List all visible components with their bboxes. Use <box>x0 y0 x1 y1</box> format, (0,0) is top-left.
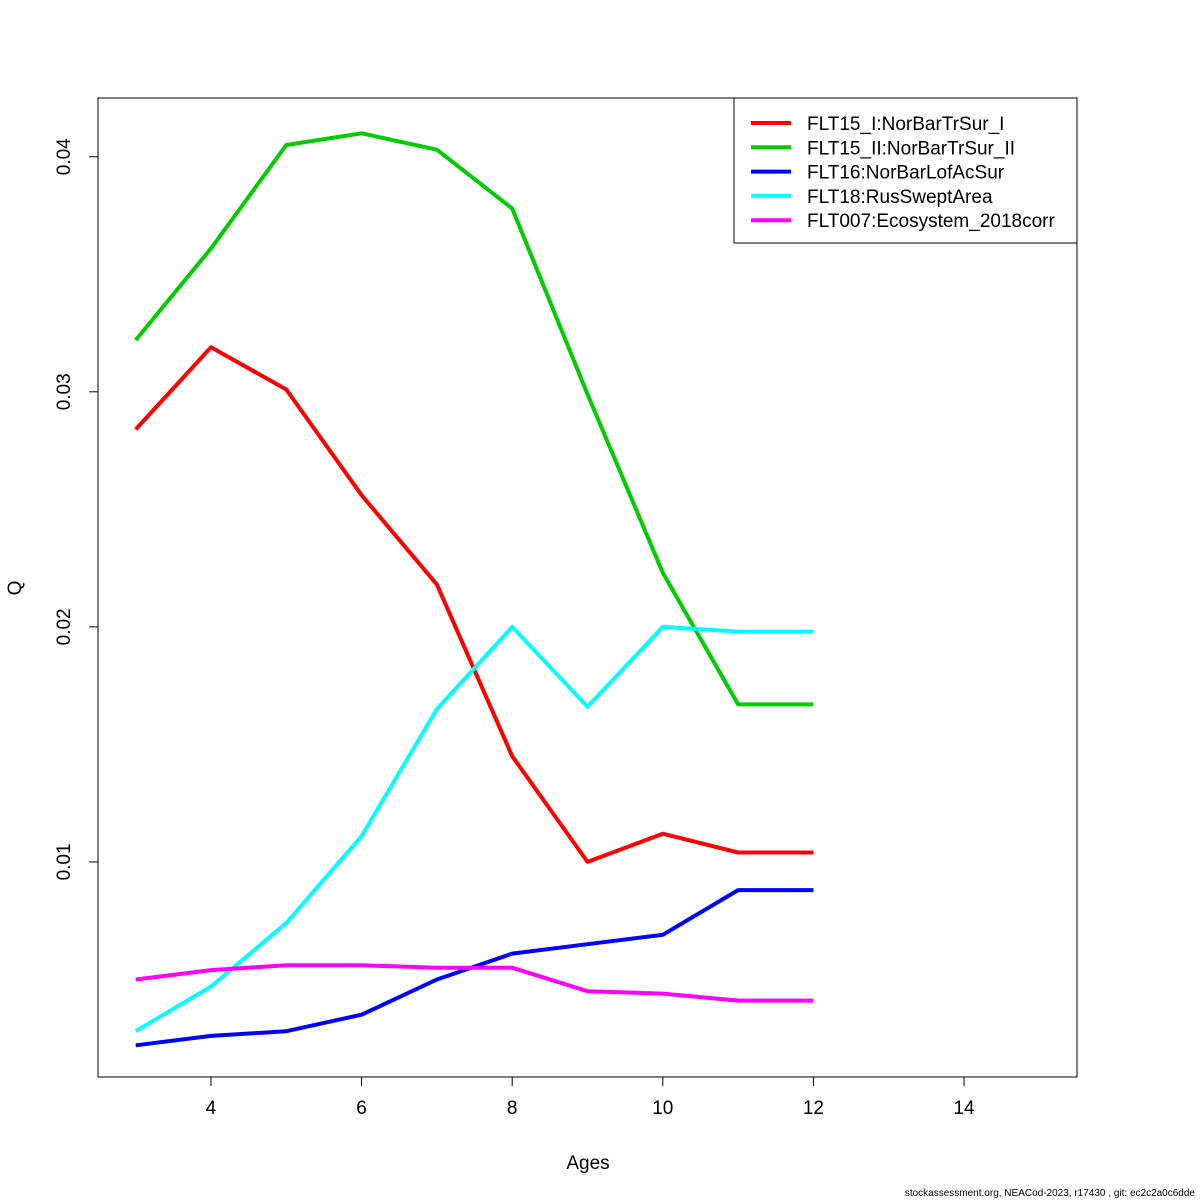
legend-entry: FLT15_I:NorBarTrSur_I <box>807 114 1004 135</box>
x-tick-label: 4 <box>206 1098 217 1119</box>
footer-note: stockassessment.org, NEACod-2023, r17430… <box>905 1188 1196 1199</box>
y-axis: 0.01 0.02 0.03 0.04 <box>54 138 99 880</box>
x-tick-label: 12 <box>803 1098 824 1119</box>
y-axis-label: Q <box>5 581 26 596</box>
series-line <box>135 963 814 1003</box>
series-line <box>134 624 814 1033</box>
y-tick-label: 0.02 <box>54 608 75 645</box>
legend-box <box>733 97 1078 244</box>
y-tick-label: 0.01 <box>54 843 75 880</box>
legend-entry: FLT15_II:NorBarTrSur_II <box>807 138 1015 159</box>
x-tick-label: 10 <box>652 1098 673 1119</box>
x-axis: 4 6 8 10 12 14 <box>206 1076 975 1119</box>
y-tick-label: 0.03 <box>54 373 75 410</box>
x-tick-label: 6 <box>356 1098 367 1119</box>
series-line <box>134 131 814 707</box>
x-axis-label: Ages <box>566 1153 609 1174</box>
y-tick-label: 0.04 <box>54 138 75 175</box>
legend-entry: FLT16:NorBarLofAcSur <box>807 163 1005 184</box>
legend: FLT15_I:NorBarTrSur_I FLT15_II:NorBarTrSu… <box>733 97 1078 244</box>
plot-frame <box>97 97 1078 1078</box>
legend-entry: FLT007:Ecosystem_2018corr <box>807 211 1055 232</box>
legend-entry: FLT18:RusSweptArea <box>807 187 993 208</box>
series-layer <box>134 131 814 1048</box>
x-tick-label: 14 <box>953 1098 975 1119</box>
series-line <box>134 345 814 864</box>
x-tick-label: 8 <box>507 1098 518 1119</box>
